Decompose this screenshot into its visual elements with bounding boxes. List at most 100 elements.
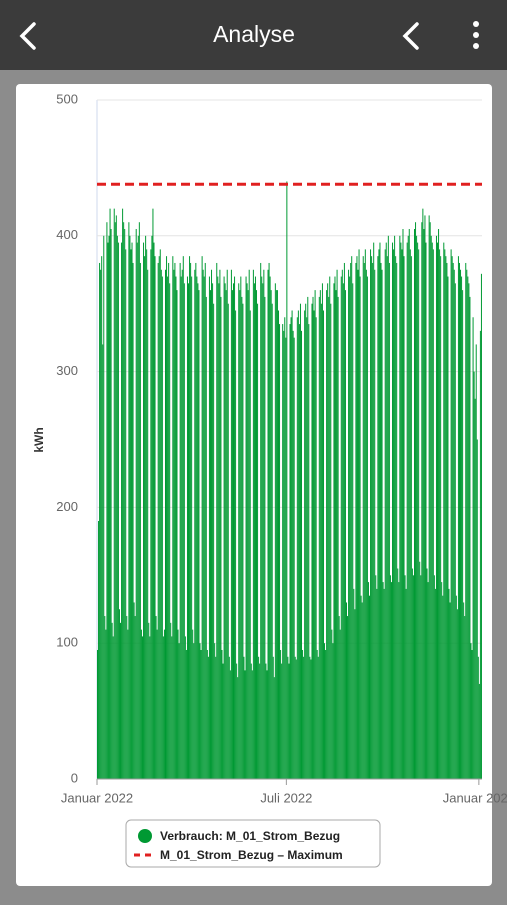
bar — [322, 310, 324, 779]
bar — [298, 324, 300, 779]
bar — [124, 229, 126, 779]
bar — [342, 283, 344, 779]
bar — [254, 276, 256, 779]
bar — [170, 622, 172, 779]
bar — [200, 649, 202, 779]
previous-button[interactable] — [402, 22, 419, 50]
bar — [450, 249, 452, 779]
bar — [454, 283, 456, 779]
bar — [420, 575, 422, 779]
bar — [419, 561, 421, 779]
bar — [180, 276, 182, 779]
bar — [421, 222, 423, 780]
bar — [161, 276, 163, 779]
bar — [140, 629, 142, 779]
bar — [212, 283, 214, 779]
bar — [448, 588, 450, 779]
bar — [438, 229, 440, 779]
bar — [353, 588, 355, 779]
bar — [320, 303, 322, 779]
bar — [238, 283, 240, 779]
bar — [127, 629, 129, 779]
bar — [252, 269, 254, 779]
bar — [103, 235, 105, 780]
bar — [193, 643, 195, 779]
bar — [351, 256, 353, 779]
bar — [472, 317, 474, 779]
bar — [471, 649, 473, 779]
bar — [280, 649, 282, 779]
bar — [219, 269, 221, 779]
bar — [197, 283, 199, 779]
bar — [398, 582, 400, 779]
bar — [325, 649, 327, 779]
bar — [114, 222, 116, 780]
bar — [256, 290, 258, 779]
top-bar — [0, 0, 507, 70]
bar — [335, 290, 337, 779]
bar — [117, 242, 119, 780]
bar — [195, 262, 197, 780]
bar — [371, 256, 373, 779]
y-tick-label: 0 — [71, 770, 78, 785]
y-axis-label: kWh — [32, 427, 46, 452]
bar — [190, 262, 192, 780]
bar — [432, 249, 434, 779]
bar — [366, 276, 368, 779]
bar — [148, 622, 150, 779]
bar — [384, 249, 386, 779]
bar — [205, 296, 207, 779]
bar — [276, 290, 278, 779]
bar — [179, 262, 181, 780]
bar — [106, 222, 108, 780]
bar — [474, 398, 476, 779]
bar — [369, 595, 371, 779]
bar — [269, 276, 271, 779]
bar — [301, 330, 303, 779]
bar — [172, 256, 174, 779]
bar — [475, 344, 477, 779]
bar — [167, 276, 169, 779]
bar — [162, 636, 164, 779]
bar — [370, 249, 372, 779]
bar — [234, 276, 236, 779]
x-tick-label: Januar 2022 — [61, 790, 133, 805]
bar — [433, 575, 435, 779]
bar — [279, 324, 281, 779]
bar — [138, 222, 140, 780]
bar — [222, 663, 224, 779]
bar — [382, 582, 384, 779]
bar — [243, 656, 245, 779]
bar — [470, 643, 472, 779]
bar — [163, 629, 165, 779]
bar — [153, 242, 155, 780]
bar — [229, 670, 231, 779]
bar — [307, 296, 309, 779]
legend-marker — [138, 829, 152, 843]
bar — [297, 310, 299, 779]
bar — [290, 317, 292, 779]
bar — [310, 659, 312, 779]
bar — [452, 262, 454, 780]
bar — [305, 303, 307, 779]
menu-button[interactable] — [473, 21, 479, 49]
bar — [242, 303, 244, 779]
bar — [291, 310, 293, 779]
bar — [183, 283, 185, 779]
bar — [378, 249, 380, 779]
bar — [175, 276, 177, 779]
bar — [260, 262, 262, 780]
bar — [400, 242, 402, 780]
y-tick-label: 300 — [56, 363, 78, 378]
bar — [263, 269, 265, 779]
y-tick-label: 500 — [56, 91, 78, 106]
bar — [314, 290, 316, 779]
bar — [110, 229, 112, 779]
bar — [144, 256, 146, 779]
bar — [230, 269, 232, 779]
bar — [99, 262, 101, 780]
bar — [191, 276, 193, 779]
bar — [216, 262, 218, 780]
back-button[interactable] — [19, 22, 36, 50]
